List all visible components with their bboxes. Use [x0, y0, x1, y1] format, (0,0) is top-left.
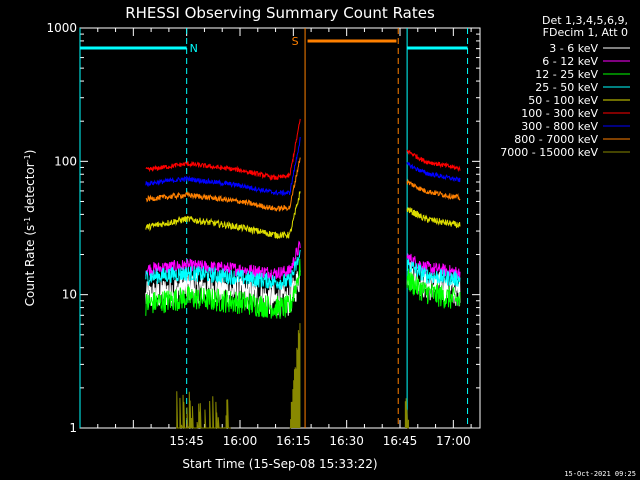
- series-line: [406, 149, 461, 173]
- x-tick-label: 15:45: [169, 434, 204, 448]
- series-800-7000keV: [145, 157, 461, 212]
- x-tick-label: 16:45: [383, 434, 418, 448]
- series-7000-15000keV: [176, 323, 409, 429]
- flag-label-S: S: [292, 35, 299, 48]
- y-tick-label: 10: [62, 288, 77, 302]
- legend-label: 12 - 25 keV: [535, 68, 598, 81]
- y-tick-label: 1000: [46, 21, 77, 35]
- series-line: [145, 136, 301, 197]
- series-line: [145, 258, 301, 319]
- y-axis-label-sup1: -1: [23, 217, 32, 225]
- series-line: [145, 118, 301, 181]
- series-group: [145, 118, 461, 429]
- legend-label: 800 - 7000 keV: [514, 133, 598, 146]
- series-line: [406, 207, 461, 229]
- legend-label: 6 - 12 keV: [542, 55, 598, 68]
- series-line: [176, 391, 231, 429]
- series-50-100keV: [145, 191, 461, 240]
- series-line: [406, 260, 461, 307]
- legend-header-line: FDecim 1, Att 0: [543, 26, 628, 39]
- series-12-25keV: [145, 258, 461, 319]
- legend-label: 100 - 300 keV: [521, 107, 598, 120]
- observing-interval-lines: [79, 28, 469, 428]
- series-line: [145, 249, 301, 290]
- y-axis-label-mid: detector: [23, 162, 37, 217]
- x-axis-label: Start Time (15-Sep-08 15:33:22): [182, 457, 377, 471]
- y-axis-label-end: ): [23, 150, 37, 155]
- chart-title: RHESSI Observing Summary Count Rates: [125, 4, 435, 22]
- x-tick-label: 16:15: [276, 434, 311, 448]
- series-line: [289, 323, 301, 429]
- series-100-300keV: [145, 118, 461, 181]
- x-tick-label: 16:30: [329, 434, 364, 448]
- legend: Det 1,3,4,5,6,9,FDecim 1, Att 0 3 - 6 keV…: [500, 14, 630, 159]
- series-line: [145, 157, 301, 212]
- footer-timestamp: 15-Oct-2021 09:25: [564, 470, 636, 478]
- series-300-800keV: [145, 136, 461, 197]
- series-line: [406, 161, 461, 183]
- legend-label: 50 - 100 keV: [528, 94, 598, 107]
- legend-label: 7000 - 15000 keV: [500, 146, 598, 159]
- y-axis-label: Count Rate (s-1 detector-1): [23, 150, 37, 307]
- y-axis-label-sup2: -1: [23, 154, 32, 162]
- series-25-50keV: [145, 249, 461, 290]
- series-line: [404, 398, 409, 429]
- x-tick-label: 17:00: [436, 434, 471, 448]
- tick-labels: 1 10 100 1000 15:45 16:00 16:15 16:30 16:45 17:00: [46, 21, 470, 448]
- y-tick-label: 100: [54, 154, 77, 168]
- flag-label-N: N: [190, 42, 198, 55]
- legend-label: 300 - 800 keV: [521, 120, 598, 133]
- y-axis-label-main: Count Rate (s: [23, 225, 37, 307]
- series-line: [145, 191, 301, 240]
- series-line: [406, 178, 461, 201]
- flag-bars: NS: [80, 35, 468, 55]
- legend-label: 3 - 6 keV: [549, 42, 598, 55]
- series-line: [406, 268, 461, 309]
- x-tick-label: 16:00: [223, 434, 258, 448]
- series-line: [406, 258, 461, 287]
- legend-label: 25 - 50 keV: [535, 81, 598, 94]
- y-tick-label: 1: [69, 421, 77, 435]
- legend-header-line: Det 1,3,4,5,6,9,: [542, 14, 628, 27]
